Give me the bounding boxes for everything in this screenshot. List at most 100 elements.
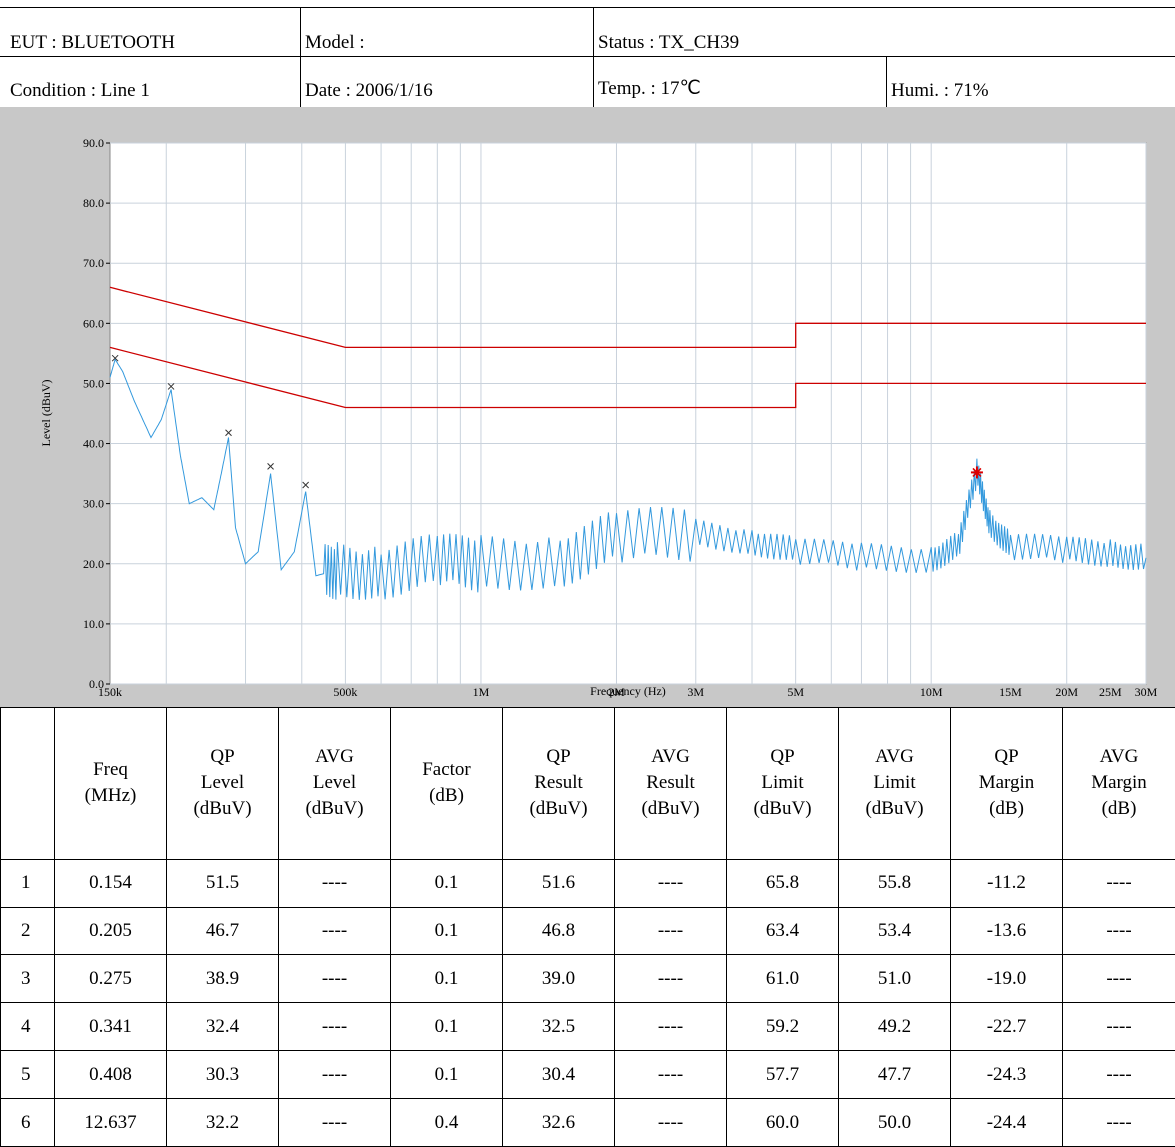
table-cell: -24.4 bbox=[950, 1098, 1063, 1147]
table-cell: ---- bbox=[1062, 1098, 1175, 1147]
x-tick-label: 25M bbox=[1099, 685, 1122, 699]
table-header-cell: Freq (MHz) bbox=[54, 707, 167, 860]
table-cell: -22.7 bbox=[950, 1002, 1063, 1052]
table-header-cell: QP Result (dBuV) bbox=[502, 707, 615, 860]
x-axis-label: Frequency (Hz) bbox=[590, 684, 666, 698]
header-text: Limit bbox=[761, 772, 804, 794]
table-row: 3 0.275 38.9 ---- 0.1 39.0 ---- 61.0 51.0 -19.0 --… bbox=[0, 954, 1175, 1004]
table-header-cell: AVG Limit (dBuV) bbox=[838, 707, 951, 860]
table-cell: ---- bbox=[614, 858, 727, 908]
condition-label: Condition : Line 1 bbox=[10, 80, 150, 101]
y-tick-label: 40.0 bbox=[83, 437, 104, 451]
header-text: Freq bbox=[93, 759, 128, 781]
header-text: (dBuV) bbox=[305, 798, 364, 820]
x-tick-label: 15M bbox=[999, 685, 1022, 699]
table-cell: 30.3 bbox=[166, 1050, 279, 1100]
y-tick-label: 0.0 bbox=[89, 677, 104, 691]
table-header-cell: QP Limit (dBuV) bbox=[726, 707, 839, 860]
chart-canvas: 0.010.020.030.040.050.060.070.080.090.0 … bbox=[39, 136, 1158, 699]
header-text: Limit bbox=[873, 772, 916, 794]
table-cell: 32.5 bbox=[502, 1002, 615, 1052]
x-tick-label: 2M bbox=[608, 685, 625, 699]
table-header-row: Freq (MHz) QP Level (dBuV) AVG Level (dBuV) Fact… bbox=[0, 707, 1175, 860]
header-text: Margin bbox=[978, 772, 1035, 794]
table-cell: 0.1 bbox=[390, 1002, 503, 1052]
peak-marker-x bbox=[111, 354, 119, 362]
table-cell: ---- bbox=[1062, 906, 1175, 956]
header-text: Factor bbox=[422, 759, 471, 781]
limit-line bbox=[109, 346, 1146, 409]
table-cell: 39.0 bbox=[502, 954, 615, 1004]
y-tick-label: 70.0 bbox=[83, 256, 104, 270]
table-cell: 0.341 bbox=[54, 1002, 167, 1052]
header-text: Result bbox=[646, 772, 695, 794]
header-text: QP bbox=[210, 746, 235, 768]
marker-stroke bbox=[111, 354, 119, 362]
table-cell: 53.4 bbox=[838, 906, 951, 956]
results-table: Freq (MHz) QP Level (dBuV) AVG Level (dBuV) Fact… bbox=[0, 707, 1175, 1147]
table-cell: ---- bbox=[278, 906, 391, 956]
table-cell: 0.275 bbox=[54, 954, 167, 1004]
table-cell: ---- bbox=[614, 954, 727, 1004]
table-cell: 12.637 bbox=[54, 1098, 167, 1147]
table-cell: -13.6 bbox=[950, 906, 1063, 956]
peak-marker-x bbox=[267, 463, 274, 470]
table-cell: 47.7 bbox=[838, 1050, 951, 1100]
header-text: (dBuV) bbox=[865, 798, 924, 820]
table-cell: ---- bbox=[278, 1050, 391, 1100]
table-header-cell: Factor (dB) bbox=[390, 707, 503, 860]
peak-marker-x bbox=[167, 383, 175, 390]
table-row: 1 0.154 51.5 ---- 0.1 51.6 ---- 65.8 55.8 -11.2 --… bbox=[0, 858, 1175, 908]
header-text: (dB) bbox=[1101, 798, 1137, 820]
header-divider bbox=[593, 7, 594, 107]
table-cell: 0.1 bbox=[390, 954, 503, 1004]
header-divider bbox=[300, 7, 301, 107]
header-text: QP bbox=[770, 746, 795, 768]
x-tick-label: 150k bbox=[98, 685, 122, 699]
table-header-cell bbox=[0, 707, 55, 860]
header-divider bbox=[886, 56, 887, 107]
table-cell: ---- bbox=[614, 1098, 727, 1147]
table-cell: 65.8 bbox=[726, 858, 839, 908]
header-border bbox=[0, 7, 1175, 8]
header-text: AVG bbox=[875, 746, 914, 768]
emission-chart: 0.0 10.0 20.0 30.0 40.0 50.0 60.0 70.0 80.0 90.0 … bbox=[0, 107, 1175, 707]
table-cell: 50.0 bbox=[838, 1098, 951, 1147]
table-cell: 1 bbox=[0, 858, 55, 908]
x-axis-ticks: 150k 500k 1M 2M 3M 5M 10M 15M 20M 25M 30M bbox=[98, 685, 1158, 699]
table-cell: -19.0 bbox=[950, 954, 1063, 1004]
star-stroke bbox=[972, 467, 982, 477]
table-cell: 32.6 bbox=[502, 1098, 615, 1147]
x-tick-label: 3M bbox=[687, 685, 704, 699]
table-cell: 61.0 bbox=[726, 954, 839, 1004]
table-cell: ---- bbox=[278, 1002, 391, 1052]
table-cell: 32.4 bbox=[166, 1002, 279, 1052]
y-tick-label: 50.0 bbox=[83, 376, 104, 390]
table-cell: 60.0 bbox=[726, 1098, 839, 1147]
table-row: 6 12.637 32.2 ---- 0.4 32.6 ---- 60.0 50.0 -24.4-… bbox=[0, 1098, 1175, 1147]
header-text: QP bbox=[546, 746, 571, 768]
header-text: Margin bbox=[1091, 772, 1147, 794]
x-tick-label: 5M bbox=[787, 685, 804, 699]
x-tick-label: 10M bbox=[920, 685, 943, 699]
table-cell: 51.5 bbox=[166, 858, 279, 908]
model-label: Model : bbox=[305, 32, 365, 53]
header-text: (MHz) bbox=[84, 785, 137, 807]
report-header: EUT : BLUETOOTH Model : Status : TX_CH39… bbox=[0, 0, 1175, 110]
x-tick-label: 1M bbox=[473, 685, 490, 699]
table-cell: -24.3 bbox=[950, 1050, 1063, 1100]
peak-marker-x bbox=[302, 481, 310, 489]
table-cell: 38.9 bbox=[166, 954, 279, 1004]
chart-series bbox=[109, 286, 1147, 600]
table-cell: 63.4 bbox=[726, 906, 839, 956]
table-cell: ---- bbox=[1062, 954, 1175, 1004]
table-cell: 3 bbox=[0, 954, 55, 1004]
plot-area bbox=[109, 142, 1147, 685]
table-cell: 57.7 bbox=[726, 1050, 839, 1100]
table-cell: 0.1 bbox=[390, 906, 503, 956]
table-cell: 55.8 bbox=[838, 858, 951, 908]
table-cell: ---- bbox=[278, 858, 391, 908]
chart-grid bbox=[110, 142, 1147, 685]
x-tick-label: 20M bbox=[1055, 685, 1078, 699]
y-axis-label: Level (dBuV) bbox=[39, 380, 53, 447]
